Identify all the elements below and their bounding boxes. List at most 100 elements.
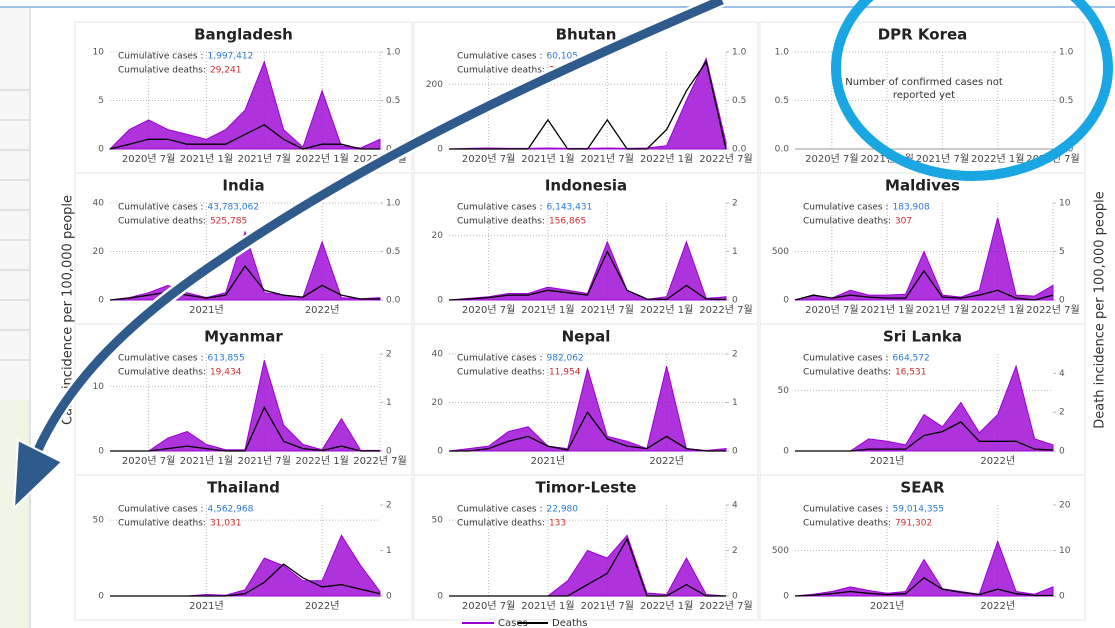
deaths-line xyxy=(110,405,380,452)
x-tick-label: 2021년 xyxy=(870,455,905,467)
x-tick-label: 2020년 7월 xyxy=(805,153,858,165)
x-tick-label: 2022년 xyxy=(305,304,340,316)
panel-title: Nepal xyxy=(562,328,611,346)
x-tick-label: 2020년 7월 xyxy=(462,304,515,316)
y-tick-label: 1.0 xyxy=(775,48,790,58)
panel xyxy=(759,474,1086,621)
y-tick-label: 0 xyxy=(98,296,104,306)
panel-title: SEAR xyxy=(900,479,945,497)
x-tick-label: 2022년 xyxy=(305,600,340,612)
annotation-value: 22,980 xyxy=(547,505,579,515)
x-tick-label: 2021년 7월 xyxy=(916,153,969,165)
panel-title: Maldives xyxy=(885,177,960,195)
y2-tick-label: 4 xyxy=(732,501,738,511)
panel-title: Bangladesh xyxy=(194,26,293,44)
panel-title: Timor-Leste xyxy=(536,479,637,497)
y-tick-label: 20 xyxy=(432,398,444,408)
legend-label: Deaths xyxy=(552,618,587,628)
y-tick-label: 0.0 xyxy=(775,145,790,155)
annotation-label: Cumulative cases : xyxy=(118,203,204,213)
y2-tick-label: 20 xyxy=(1059,501,1071,511)
legend: Cases Deaths xyxy=(462,618,587,628)
y2-axis-label: Death incidence per 100,000 people xyxy=(1093,191,1108,429)
annotation-value: 4,562,968 xyxy=(208,505,254,515)
annotation-value: 183,908 xyxy=(893,203,930,213)
x-tick-label: 2021년 xyxy=(870,600,905,612)
y2-tick-label: 2 xyxy=(386,350,392,360)
y-tick-label: 40 xyxy=(432,350,444,360)
annotation-value: 133 xyxy=(549,519,566,529)
annotation-label: Cumulative deaths: xyxy=(457,368,545,378)
annotation-value: 6,143,431 xyxy=(547,203,593,213)
annotation-value: 156,865 xyxy=(549,217,586,227)
deaths-line xyxy=(449,410,726,452)
annotation-label: Cumulative deaths: xyxy=(457,217,545,227)
y2-tick-label: 1 xyxy=(732,398,738,408)
annotation-circle xyxy=(831,0,1113,181)
x-tick-label: 2022년 1월 xyxy=(640,600,693,612)
y-tick-label: 50 xyxy=(778,386,790,396)
x-tick-label: 2022년 7월 xyxy=(699,600,752,612)
annotation-label: Cumulative cases : xyxy=(457,203,543,213)
cases-area xyxy=(448,365,727,452)
x-tick-label: 2022년 7월 xyxy=(353,455,406,467)
y2-tick-label: 0 xyxy=(732,296,738,306)
y2-tick-label: 2 xyxy=(386,501,392,511)
y-tick-label: 10 xyxy=(93,382,105,392)
y-tick-label: 500 xyxy=(772,546,789,556)
x-tick-label: 2022년 7월 xyxy=(699,153,752,165)
x-tick-label: 2022년 1월 xyxy=(640,153,693,165)
annotation-label: Cumulative cases : xyxy=(803,505,889,515)
y-tick-label: 0.5 xyxy=(775,96,789,106)
y2-tick-label: 1.0 xyxy=(386,199,401,209)
cases-area xyxy=(448,56,727,150)
y-tick-label: 0 xyxy=(98,145,104,155)
annotation-label: Cumulative cases : xyxy=(118,354,204,364)
y2-tick-label: 10 xyxy=(1059,546,1071,556)
annotation-label: Cumulative deaths: xyxy=(457,519,545,529)
x-tick-label: 2022년 xyxy=(649,455,684,467)
annotation-label: Cumulative deaths: xyxy=(118,368,206,378)
panel-title: India xyxy=(222,177,264,195)
panel-title: Bhutan xyxy=(556,26,617,44)
annotation-value: 29,241 xyxy=(210,66,242,76)
y2-tick-label: 0.5 xyxy=(732,96,746,106)
y2-tick-label: 0.0 xyxy=(732,145,747,155)
deaths-line xyxy=(110,563,381,597)
deaths-line xyxy=(795,421,1054,452)
y2-tick-label: 0.5 xyxy=(386,96,400,106)
annotation-value: 1,997,412 xyxy=(208,52,254,62)
annotation-value: 43,783,062 xyxy=(208,203,260,213)
cases-area xyxy=(108,60,381,150)
x-tick-label: 2020년 7월 xyxy=(805,304,858,316)
annotation-value: 525,785 xyxy=(210,217,247,227)
annotation-value: 59,014,355 xyxy=(893,505,945,515)
y-tick-label: 40 xyxy=(93,199,105,209)
y2-tick-label: 4 xyxy=(1059,369,1065,379)
y2-tick-label: 1 xyxy=(386,398,392,408)
annotation-label: Cumulative cases : xyxy=(457,52,543,62)
annotation-label: Cumulative deaths: xyxy=(803,519,891,529)
annotation-label: Cumulative cases : xyxy=(803,203,889,213)
y2-tick-label: 0 xyxy=(1059,296,1065,306)
y-axis-label: Case incidence per 100,000 people xyxy=(61,195,76,425)
x-tick-label: 2021년 7월 xyxy=(238,153,291,165)
x-tick-label: 2020년 7월 xyxy=(462,153,515,165)
y-tick-label: 5 xyxy=(98,96,104,106)
annotation-arrow xyxy=(12,0,725,511)
y-tick-label: 0 xyxy=(783,447,789,457)
y2-tick-label: 5 xyxy=(1059,247,1065,257)
y-tick-label: 50 xyxy=(93,516,105,526)
x-tick-label: 2021년 7월 xyxy=(581,600,634,612)
y2-tick-label: 1.0 xyxy=(732,48,747,58)
annotation-value: 11,954 xyxy=(549,368,581,378)
panel-title: Thailand xyxy=(207,479,280,497)
deaths-line xyxy=(794,576,1053,597)
y2-tick-label: 10 xyxy=(1059,199,1071,209)
annotation-value: 791,302 xyxy=(895,519,932,529)
x-tick-label: 2021년 7월 xyxy=(581,304,634,316)
y-tick-label: 0 xyxy=(437,296,443,306)
sidebar xyxy=(0,8,31,628)
x-tick-label: 2021년 1월 xyxy=(521,153,574,165)
